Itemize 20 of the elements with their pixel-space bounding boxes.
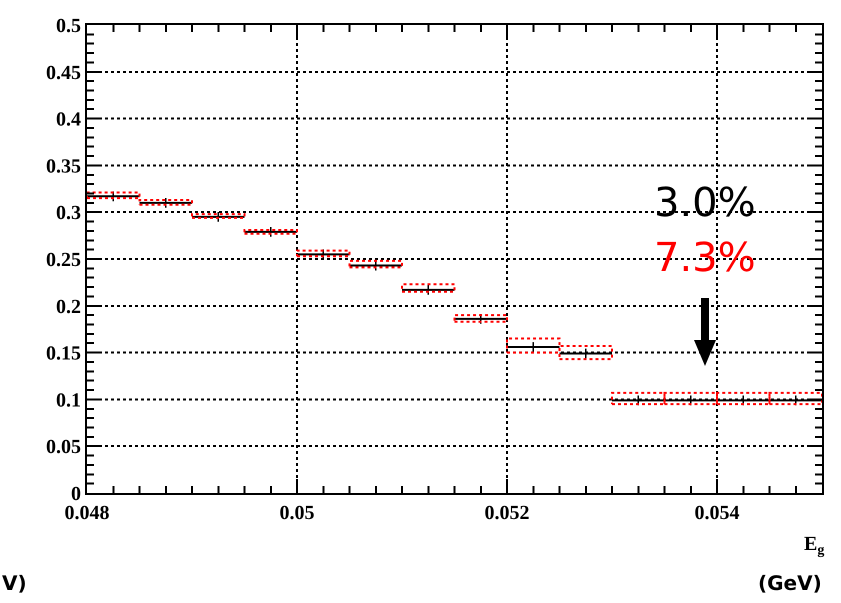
y-tick-label: 0.4 xyxy=(56,108,81,131)
text: V) xyxy=(2,571,27,595)
x-tick-label: 0.05 xyxy=(280,502,314,524)
x-axis-title: E$_{g}$ xyxy=(804,533,824,558)
annotation: 7.3% xyxy=(654,235,756,281)
y-tick-label: 0.15 xyxy=(46,342,81,365)
y-tick-label: 0.35 xyxy=(46,155,81,178)
y-tick-label: 0.5 xyxy=(56,15,81,37)
annotation: 3.0% xyxy=(654,180,756,226)
text: (GeV) xyxy=(758,571,822,595)
y-tick-label: 0 xyxy=(71,483,81,505)
y-tick-label: 0.2 xyxy=(56,296,81,318)
y-tick-label: 0.3 xyxy=(56,202,81,224)
x-tick-label: 0.048 xyxy=(64,502,110,524)
x-tick-label: 0.052 xyxy=(484,502,530,524)
y-tick-label: 0.25 xyxy=(46,249,81,271)
y-tick-label: 0.05 xyxy=(46,436,81,458)
y-tick-label: 0.1 xyxy=(56,389,81,412)
x-tick-label: 0.054 xyxy=(694,502,740,524)
y-tick-label: 0.45 xyxy=(46,62,81,84)
